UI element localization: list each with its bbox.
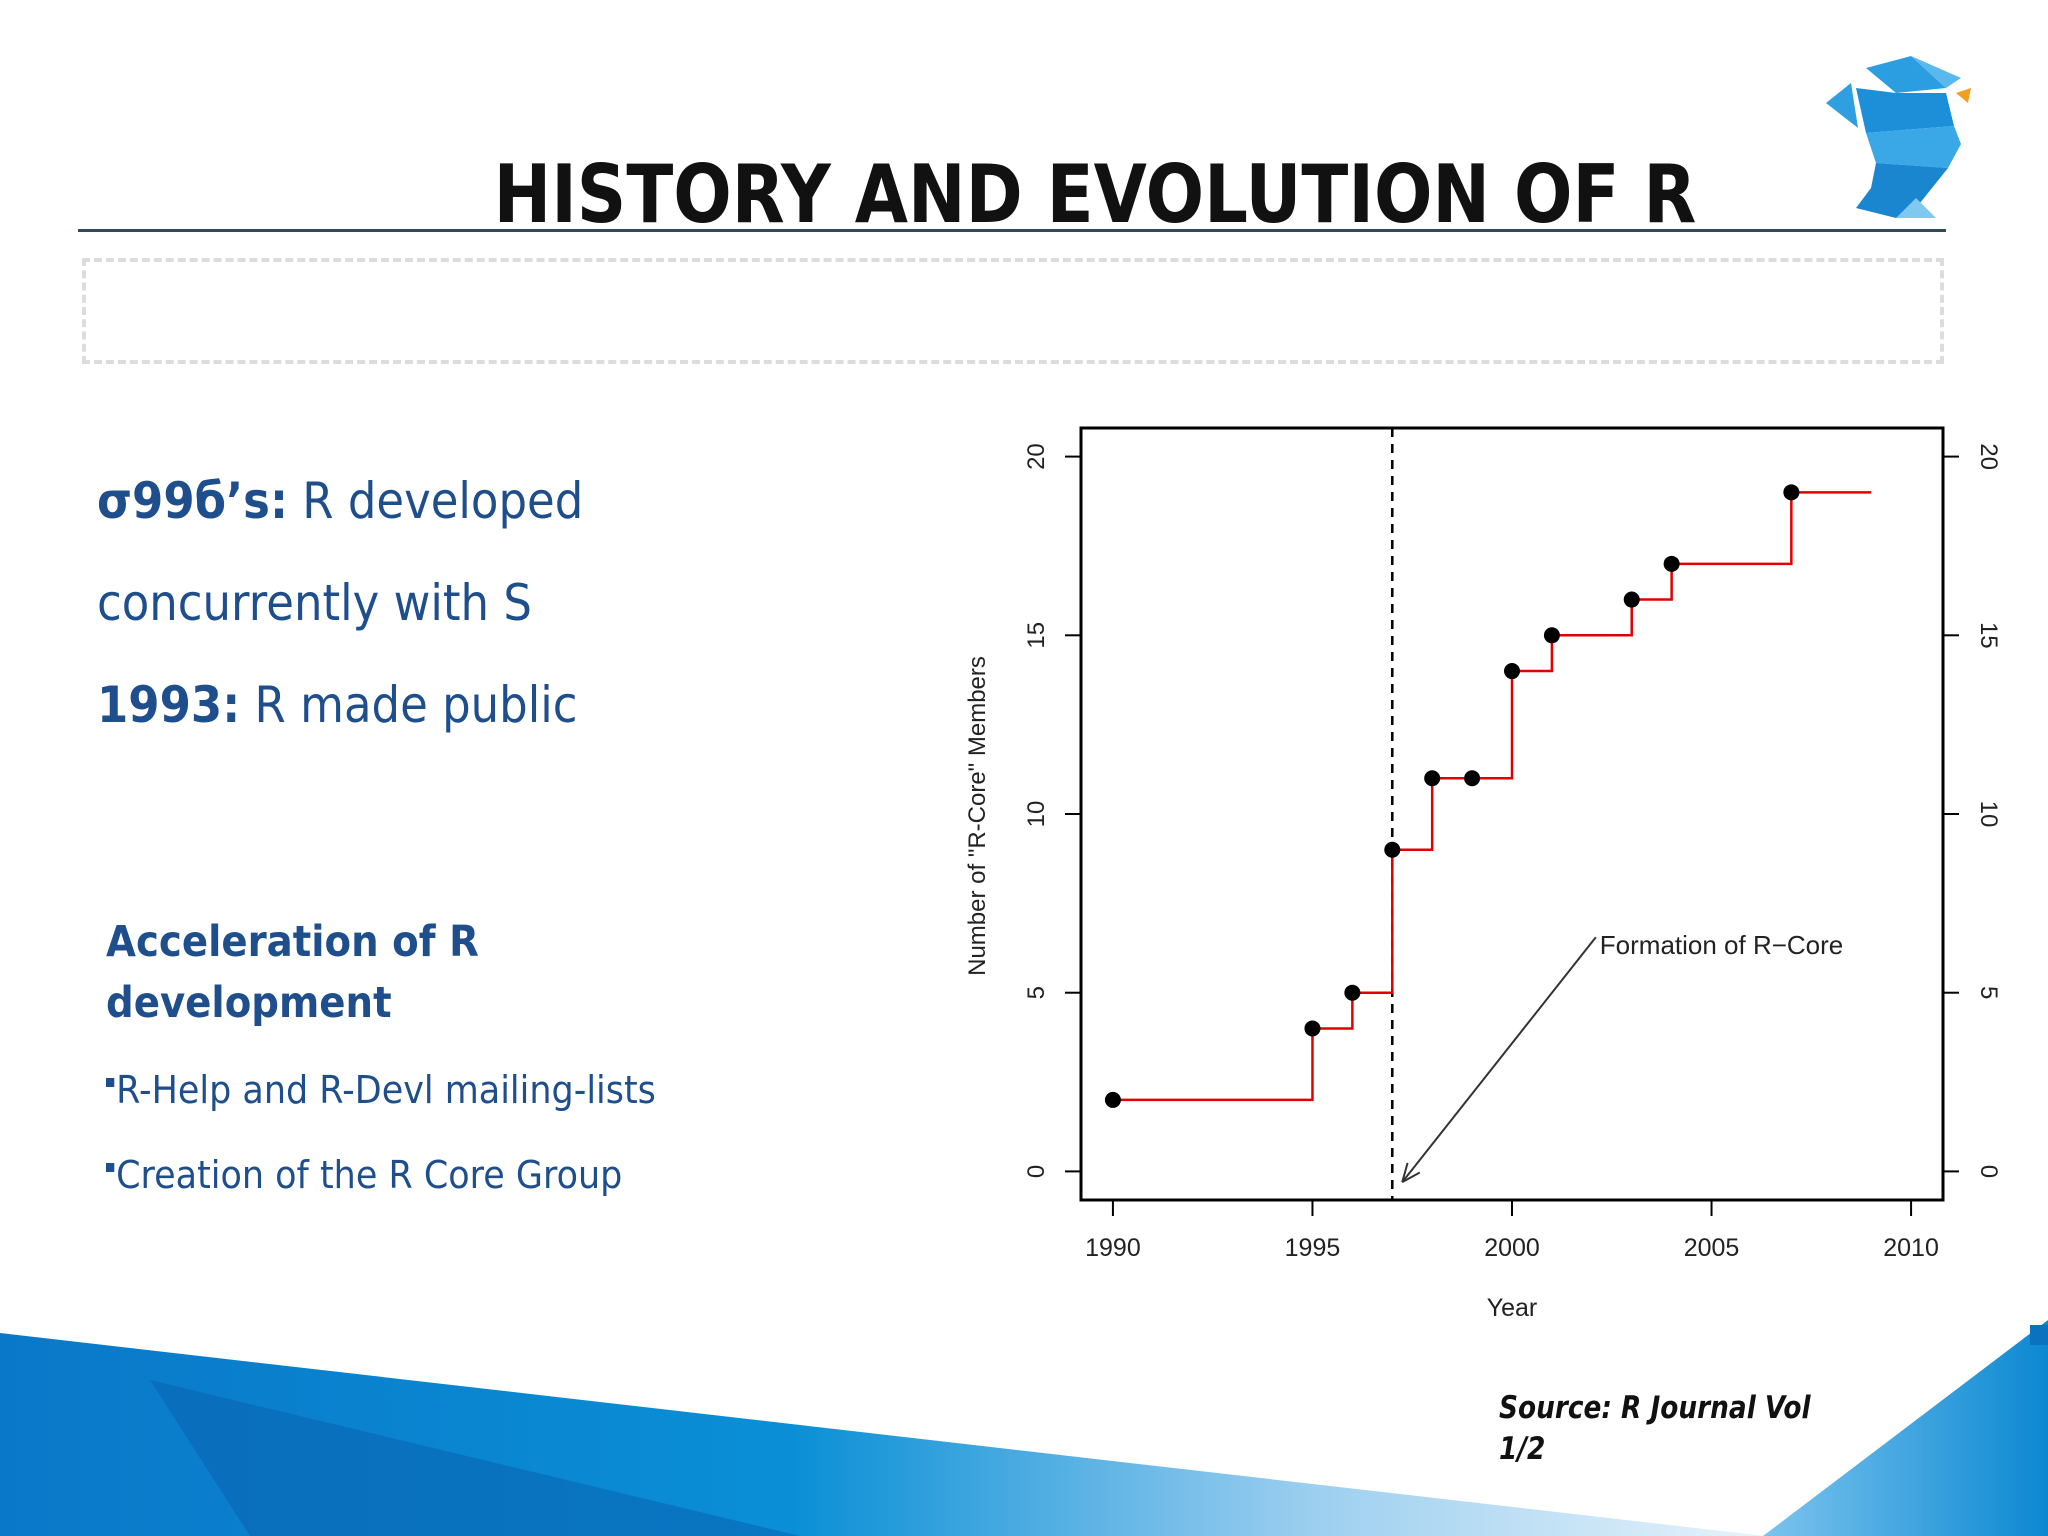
data-point (1344, 984, 1361, 1001)
x-axis-label: Year (1487, 1294, 1538, 1322)
annotation-formation-r-core: Formation of R−Core (1600, 930, 1843, 960)
point-text: R made public (240, 676, 578, 734)
point-text: concurrently with S (97, 574, 532, 632)
right-y-tick-label: 0 (1975, 1165, 2002, 1178)
source-line-2: 1/2 (1499, 1431, 1546, 1467)
data-point (1464, 770, 1481, 787)
x-tick-label: 1995 (1285, 1234, 1341, 1262)
data-point (1543, 627, 1560, 644)
plot-frame (1079, 426, 1945, 1202)
x-tick-label: 1990 (1085, 1234, 1141, 1262)
data-point (1384, 841, 1401, 858)
y-tick-label: 15 (1023, 622, 1050, 649)
data-point (1424, 770, 1441, 787)
source-line-1: Source: R Journal Vol (1499, 1390, 1811, 1426)
y-tick-label: 10 (1023, 801, 1050, 828)
x-tick-label: 2000 (1484, 1234, 1540, 1262)
polygon-head-logo (1826, 56, 1971, 218)
data-point (1783, 484, 1800, 501)
point-text: R developed (287, 472, 584, 530)
series-step-line (1112, 491, 1872, 1102)
point-1990s: σ99б’s: R developed (97, 472, 583, 530)
data-point (1104, 1091, 1121, 1108)
point-label: 1993: (97, 676, 241, 734)
data-point (1304, 1020, 1321, 1037)
subheading: Acceleration of R development (106, 917, 479, 1028)
bullet-text: Creation of the R Core Group (116, 1153, 623, 1197)
bullet-square-icon (106, 1163, 115, 1172)
bullet-square-icon (106, 1078, 115, 1087)
y-tick-label: 0 (1023, 1165, 1050, 1178)
data-point (1663, 555, 1680, 572)
right-y-tick-label: 10 (1975, 801, 2002, 828)
bullet-text: R-Help and R-Devl mailing-lists (116, 1068, 656, 1112)
y-tick-label: 20 (1023, 443, 1050, 470)
x-tick-label: 2010 (1883, 1234, 1939, 1262)
right-y-tick-label: 15 (1975, 622, 2002, 649)
empty-placeholder-box (82, 258, 1944, 364)
arrowhead-icon (1401, 1162, 1409, 1183)
point-concurrently: concurrently with S (97, 574, 532, 632)
annotation-arrow (1401, 936, 1597, 1183)
arrowhead-icon (1401, 1171, 1421, 1184)
data-point (1623, 591, 1640, 608)
x-tick-label: 2005 (1684, 1234, 1740, 1262)
y-tick-label: 5 (1023, 986, 1050, 999)
y-axis-label: Number of "R-Core" Members (964, 656, 991, 976)
point-label: σ99б’s: (97, 472, 288, 530)
data-point (1504, 663, 1520, 680)
right-y-tick-label: 5 (1975, 986, 2002, 999)
bullet-item: R-Help and R-Devl mailing-lists (106, 1068, 656, 1112)
bullet-item: Creation of the R Core Group (106, 1153, 622, 1197)
right-y-tick-label: 20 (1975, 443, 2002, 470)
slide-title: HISTORY AND EVOLUTION OF R (493, 148, 1697, 241)
point-1993: 1993: R made public (97, 676, 577, 734)
source-citation: Source: R Journal Vol 1/2 (1499, 1388, 1811, 1470)
title-divider (78, 229, 1946, 232)
